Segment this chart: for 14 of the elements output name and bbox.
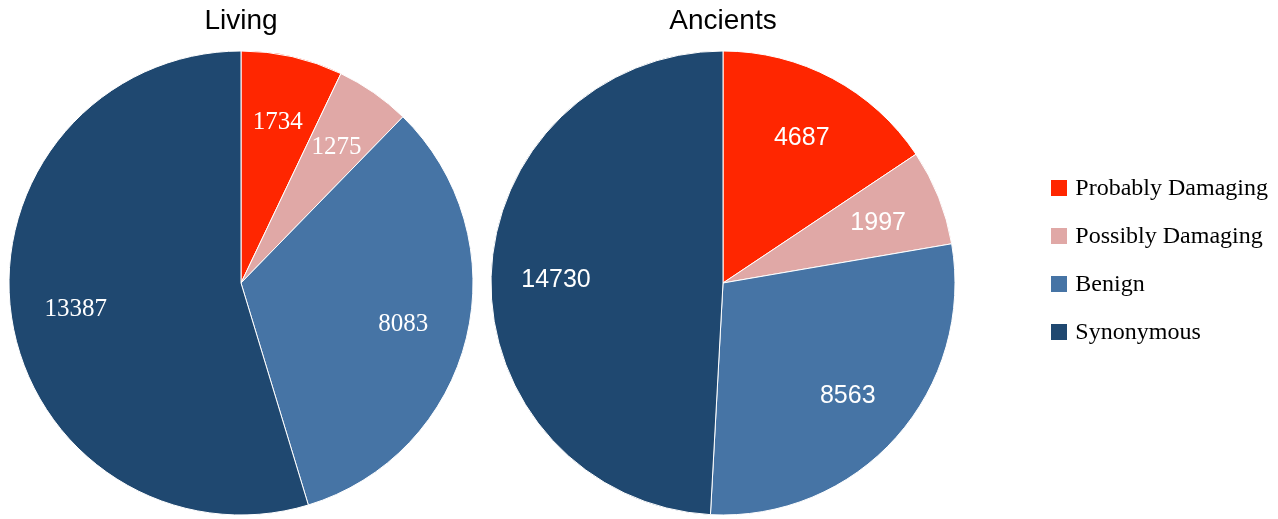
legend-label: Benign — [1075, 270, 1145, 297]
legend-label: Synonymous — [1075, 318, 1201, 345]
legend-label: Possibly Damaging — [1075, 222, 1263, 249]
data-label: 8083 — [378, 309, 429, 337]
data-label: 1997 — [850, 207, 906, 236]
chart-title: Ancients — [668, 4, 778, 36]
legend-label: Probably Damaging — [1075, 174, 1268, 201]
chart-title: Living — [203, 4, 279, 36]
data-label: 1275 — [311, 132, 362, 160]
data-label: 4687 — [773, 121, 830, 150]
data-label: 13387 — [44, 294, 108, 322]
data-label: 8563 — [819, 380, 876, 409]
data-label: 14730 — [521, 264, 591, 293]
data-label: 1734 — [252, 106, 304, 134]
